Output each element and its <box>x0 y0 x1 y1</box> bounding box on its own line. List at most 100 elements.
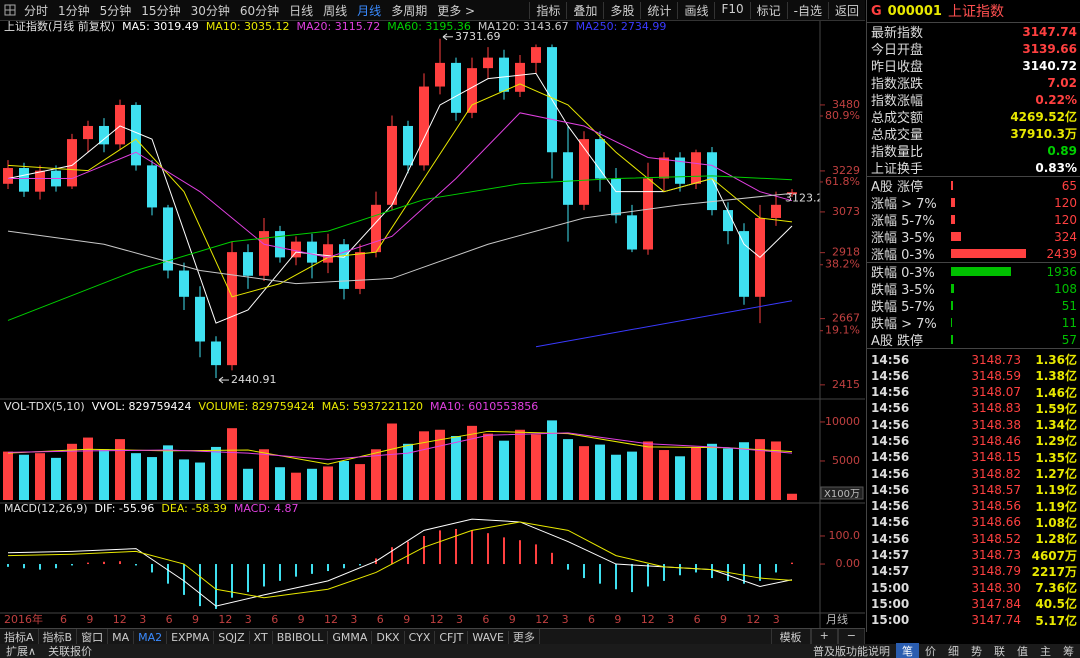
quote-value: 0.22% <box>1035 92 1077 107</box>
x-tick-label: 9 <box>403 613 410 626</box>
tab-tool[interactable]: + <box>810 629 838 645</box>
period-button[interactable]: 5分钟 <box>99 3 132 18</box>
indicator-tab[interactable]: CFJT <box>435 630 469 644</box>
status-tool[interactable]: 联 <box>994 645 1005 658</box>
macd-bar <box>599 564 601 584</box>
status-tool[interactable]: 主 <box>1040 645 1051 658</box>
tab-tool[interactable]: − <box>837 629 865 645</box>
tool-button[interactable]: 叠加 <box>566 1 603 19</box>
panel-title: MACD(12,26,9) <box>4 502 88 515</box>
macd-bar <box>279 564 281 581</box>
volume-bar <box>451 436 461 500</box>
indicator-tab[interactable]: DKX <box>372 630 405 644</box>
tick-row: 14:56 3148.56 1.19亿 <box>867 498 1080 514</box>
period-button[interactable]: 1分钟 <box>58 3 90 18</box>
status-tool[interactable]: 细 <box>948 645 959 658</box>
status-tool[interactable]: 笔 <box>896 643 919 658</box>
period-button[interactable]: 多周期 <box>391 3 428 18</box>
tick-row: 15:00 3147.84 40.5亿 <box>867 595 1080 612</box>
x-tick-label: 6 <box>377 613 384 626</box>
indicator-tab[interactable]: 窗口 <box>77 629 109 645</box>
tick-volume: 1.46亿 <box>1035 385 1077 400</box>
tick-time: 14:56 <box>871 417 910 432</box>
annotation-label: 2440.91 <box>231 373 277 386</box>
breadth-fall: 跌幅 0-3% 1936 跌幅 3-5% 108 跌幅 5-7% 51 跌幅 > 7% 11 A… <box>867 263 1080 349</box>
tick-price: 3148.52 <box>971 531 1021 546</box>
quote-value: 37910.3万 <box>1010 127 1077 141</box>
breadth-count: 11 <box>1061 315 1077 330</box>
period-button[interactable]: 分时 <box>24 3 49 18</box>
indicator-tab[interactable]: 指标A <box>0 629 39 645</box>
candle-body <box>579 139 589 205</box>
candle-body <box>19 168 29 192</box>
period-button[interactable]: 月线 <box>357 3 382 18</box>
candle-body <box>339 244 349 289</box>
quote-label: 指数涨幅 <box>871 94 924 109</box>
indicator-tab[interactable]: 指标B <box>39 629 78 645</box>
tool-button[interactable]: 标记 <box>749 1 787 19</box>
period-button[interactable]: 更多 > <box>437 3 476 18</box>
tool-button[interactable]: 多股 <box>603 1 640 19</box>
status-tool[interactable]: 价 <box>925 645 936 658</box>
tool-button[interactable]: 返回 <box>827 1 865 19</box>
indicator-tab[interactable]: 更多 <box>509 629 540 645</box>
indicator-tab[interactable]: BBIBOLL <box>273 630 329 644</box>
status-tool[interactable]: 值 <box>1017 645 1028 658</box>
status-tool[interactable]: 势 <box>971 645 982 658</box>
x-tick-label: 9 <box>298 613 305 626</box>
macd-bar <box>647 564 649 587</box>
tab-tool[interactable]: 模板 <box>770 629 811 645</box>
candle-body <box>627 215 637 250</box>
tick-row: 14:56 3148.57 1.19亿 <box>867 481 1080 498</box>
candle-body <box>211 341 221 366</box>
tick-volume: 1.38亿 <box>1035 369 1077 384</box>
x-tick-label: 3 <box>773 613 780 626</box>
candle-body <box>595 139 605 179</box>
tool-button[interactable]: 画线 <box>677 1 714 19</box>
indicator-tab[interactable]: SQJZ <box>214 630 250 644</box>
breadth-count: 324 <box>1054 229 1077 244</box>
period-button[interactable]: 周线 <box>323 3 348 18</box>
tick-price: 3147.74 <box>971 613 1021 628</box>
macd-bar <box>183 564 185 595</box>
menu-icon[interactable] <box>4 4 16 16</box>
period-button[interactable]: 30分钟 <box>190 3 230 18</box>
legend-entry: MA20: 3115.72 <box>297 20 381 33</box>
legend-entry: MA250: 2734.99 <box>576 20 667 33</box>
tick-time: 14:56 <box>871 401 910 416</box>
macd-bar <box>711 564 713 579</box>
panel-header: 上证指数(月线 前复权) MA5: 3019.49 MA10: 3035.12 MA2… <box>4 19 666 33</box>
indicator-tab[interactable]: GMMA <box>328 630 373 644</box>
breadth-row: 涨幅 > 7% 120 <box>867 194 1080 213</box>
period-button[interactable]: 15分钟 <box>141 3 181 18</box>
period-button[interactable]: 60分钟 <box>239 3 280 18</box>
indicator-tab[interactable]: EXPMA <box>167 630 215 644</box>
tool-button[interactable]: 统计 <box>640 1 677 19</box>
tool-button[interactable]: -自选 <box>786 1 828 19</box>
candle-body <box>643 178 653 250</box>
volume-bar <box>531 434 541 500</box>
tick-row: 14:56 3148.66 1.08亿 <box>867 514 1080 530</box>
tool-button[interactable]: 指标 <box>529 1 566 19</box>
tick-price: 3148.73 <box>971 352 1021 367</box>
volume-bar <box>355 464 365 500</box>
macd-bar <box>775 564 777 573</box>
tool-button[interactable]: F10 <box>714 1 749 19</box>
period-button[interactable]: 日线 <box>289 3 314 18</box>
indicator-tab[interactable]: CYX <box>405 630 436 644</box>
status-button[interactable]: 扩展∧ <box>6 645 37 658</box>
status-tool[interactable]: 普及版功能说明 <box>813 645 890 658</box>
indicator-tab[interactable]: XT <box>250 630 273 644</box>
volume-bar <box>291 472 301 500</box>
indicator-tab[interactable]: WAVE <box>468 630 509 644</box>
status-tool[interactable]: 筹 <box>1063 645 1074 658</box>
indicator-tab[interactable]: MA <box>108 630 135 644</box>
tick-volume: 4607万 <box>1031 548 1077 563</box>
candle-body <box>147 165 157 208</box>
tick-price: 3148.30 <box>971 580 1021 595</box>
tick-row: 14:56 3148.59 1.38亿 <box>867 367 1080 384</box>
status-button[interactable]: 关联报价 <box>48 645 93 658</box>
x-tick-label: 6 <box>166 613 173 626</box>
indicator-tab[interactable]: MA2 <box>134 630 168 644</box>
